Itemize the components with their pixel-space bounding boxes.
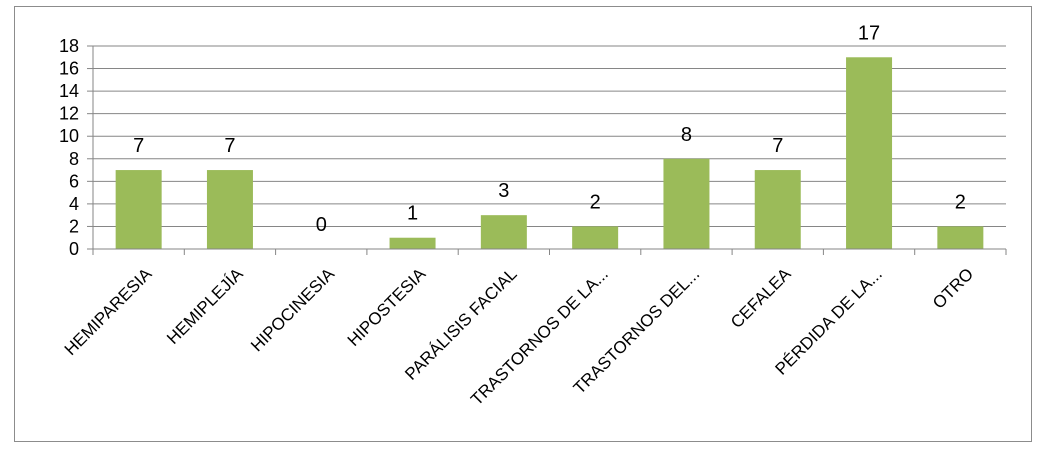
bar <box>937 226 984 249</box>
data-label: 2 <box>955 191 966 213</box>
y-tick-label: 8 <box>69 149 79 169</box>
data-label: 7 <box>772 135 783 157</box>
category-label: HEMIPLEJÍA <box>163 264 247 348</box>
y-tick-label: 12 <box>59 104 79 124</box>
y-tick-label: 16 <box>59 59 79 79</box>
bar <box>754 170 801 249</box>
data-label: 2 <box>590 191 601 213</box>
category-label: HEMIPARESIA <box>61 264 156 359</box>
data-label: 17 <box>858 22 880 44</box>
category-label: HIPOCINESIA <box>247 264 338 355</box>
y-tick-label: 18 <box>59 36 79 56</box>
y-tick-label: 0 <box>69 239 79 259</box>
y-tick-label: 4 <box>69 194 79 214</box>
data-label: 0 <box>316 214 327 236</box>
data-label: 3 <box>498 180 509 202</box>
bar <box>846 57 893 250</box>
category-label: OTRO <box>929 264 977 312</box>
y-tick-label: 10 <box>59 126 79 146</box>
bar <box>389 237 436 249</box>
bar <box>206 170 253 249</box>
bar <box>115 170 162 249</box>
y-tick-label: 6 <box>69 171 79 191</box>
data-label: 7 <box>133 135 144 157</box>
bar <box>572 226 619 249</box>
category-label: HIPOSTESIA <box>344 264 430 350</box>
y-tick-label: 14 <box>59 81 79 101</box>
data-label: 7 <box>224 135 235 157</box>
data-label: 8 <box>681 124 692 146</box>
y-tick-label: 2 <box>69 216 79 236</box>
data-label: 1 <box>407 203 418 225</box>
bar <box>480 215 527 249</box>
bar <box>663 158 710 249</box>
category-label: CEFALEA <box>727 264 795 332</box>
